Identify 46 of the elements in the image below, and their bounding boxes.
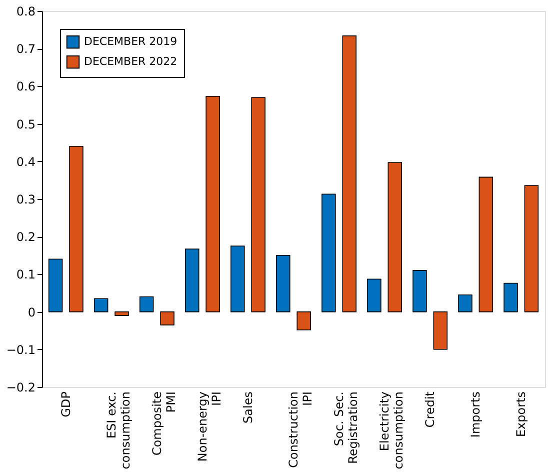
bar	[230, 246, 245, 312]
bar	[276, 255, 290, 312]
y-tick-label: 0.7	[16, 42, 36, 56]
bar	[412, 270, 427, 312]
bar	[296, 311, 311, 330]
bar	[524, 185, 539, 312]
y-tick-label: 0.8	[16, 4, 36, 18]
x-tick-label: Construction IPI	[286, 392, 314, 468]
x-tick-label: Imports	[468, 392, 483, 438]
x-tick-label: Credit	[423, 391, 438, 428]
y-tick-label: 0.2	[16, 230, 36, 244]
bar	[114, 311, 129, 316]
bar	[504, 282, 518, 312]
y-tick-label: 0.6	[16, 80, 36, 94]
y-tick-label: 0.3	[16, 192, 36, 206]
bar	[433, 311, 448, 350]
bar	[251, 97, 266, 312]
bar	[69, 146, 84, 312]
y-tick-label: 0.5	[16, 117, 36, 132]
x-tick-label: GDP	[58, 392, 73, 418]
x-tick-label: Composite PMI	[150, 392, 178, 456]
bar	[160, 311, 174, 326]
bar	[478, 176, 494, 312]
bar	[342, 35, 356, 312]
legend-label: DECEMBER 2022	[84, 55, 178, 68]
x-tick-label: Exports	[514, 392, 528, 438]
y-tick-label: −0.1	[6, 342, 36, 357]
x-tick-label: Sales	[240, 392, 255, 424]
bar	[367, 278, 382, 312]
bar	[139, 296, 154, 312]
y-tick-label: 0.1	[16, 268, 36, 282]
x-tick-label: Soc. Sec. Registration	[332, 392, 360, 464]
bar	[48, 258, 63, 312]
bar	[458, 294, 472, 312]
x-tick-label: ESI exc. consumption	[104, 392, 132, 470]
bar	[388, 162, 402, 312]
bar	[94, 298, 108, 312]
y-tick-label: −0.2	[6, 380, 36, 394]
x-tick-label: Electricity consumption	[378, 392, 406, 470]
x-tick-label: Non-energy IPI	[195, 392, 224, 462]
y-tick-label: 0	[28, 305, 36, 320]
bar	[206, 96, 220, 312]
bar	[184, 248, 200, 312]
y-tick-label: 0.4	[16, 154, 36, 169]
legend-label: DECEMBER 2019	[84, 35, 178, 48]
bar	[322, 194, 336, 312]
